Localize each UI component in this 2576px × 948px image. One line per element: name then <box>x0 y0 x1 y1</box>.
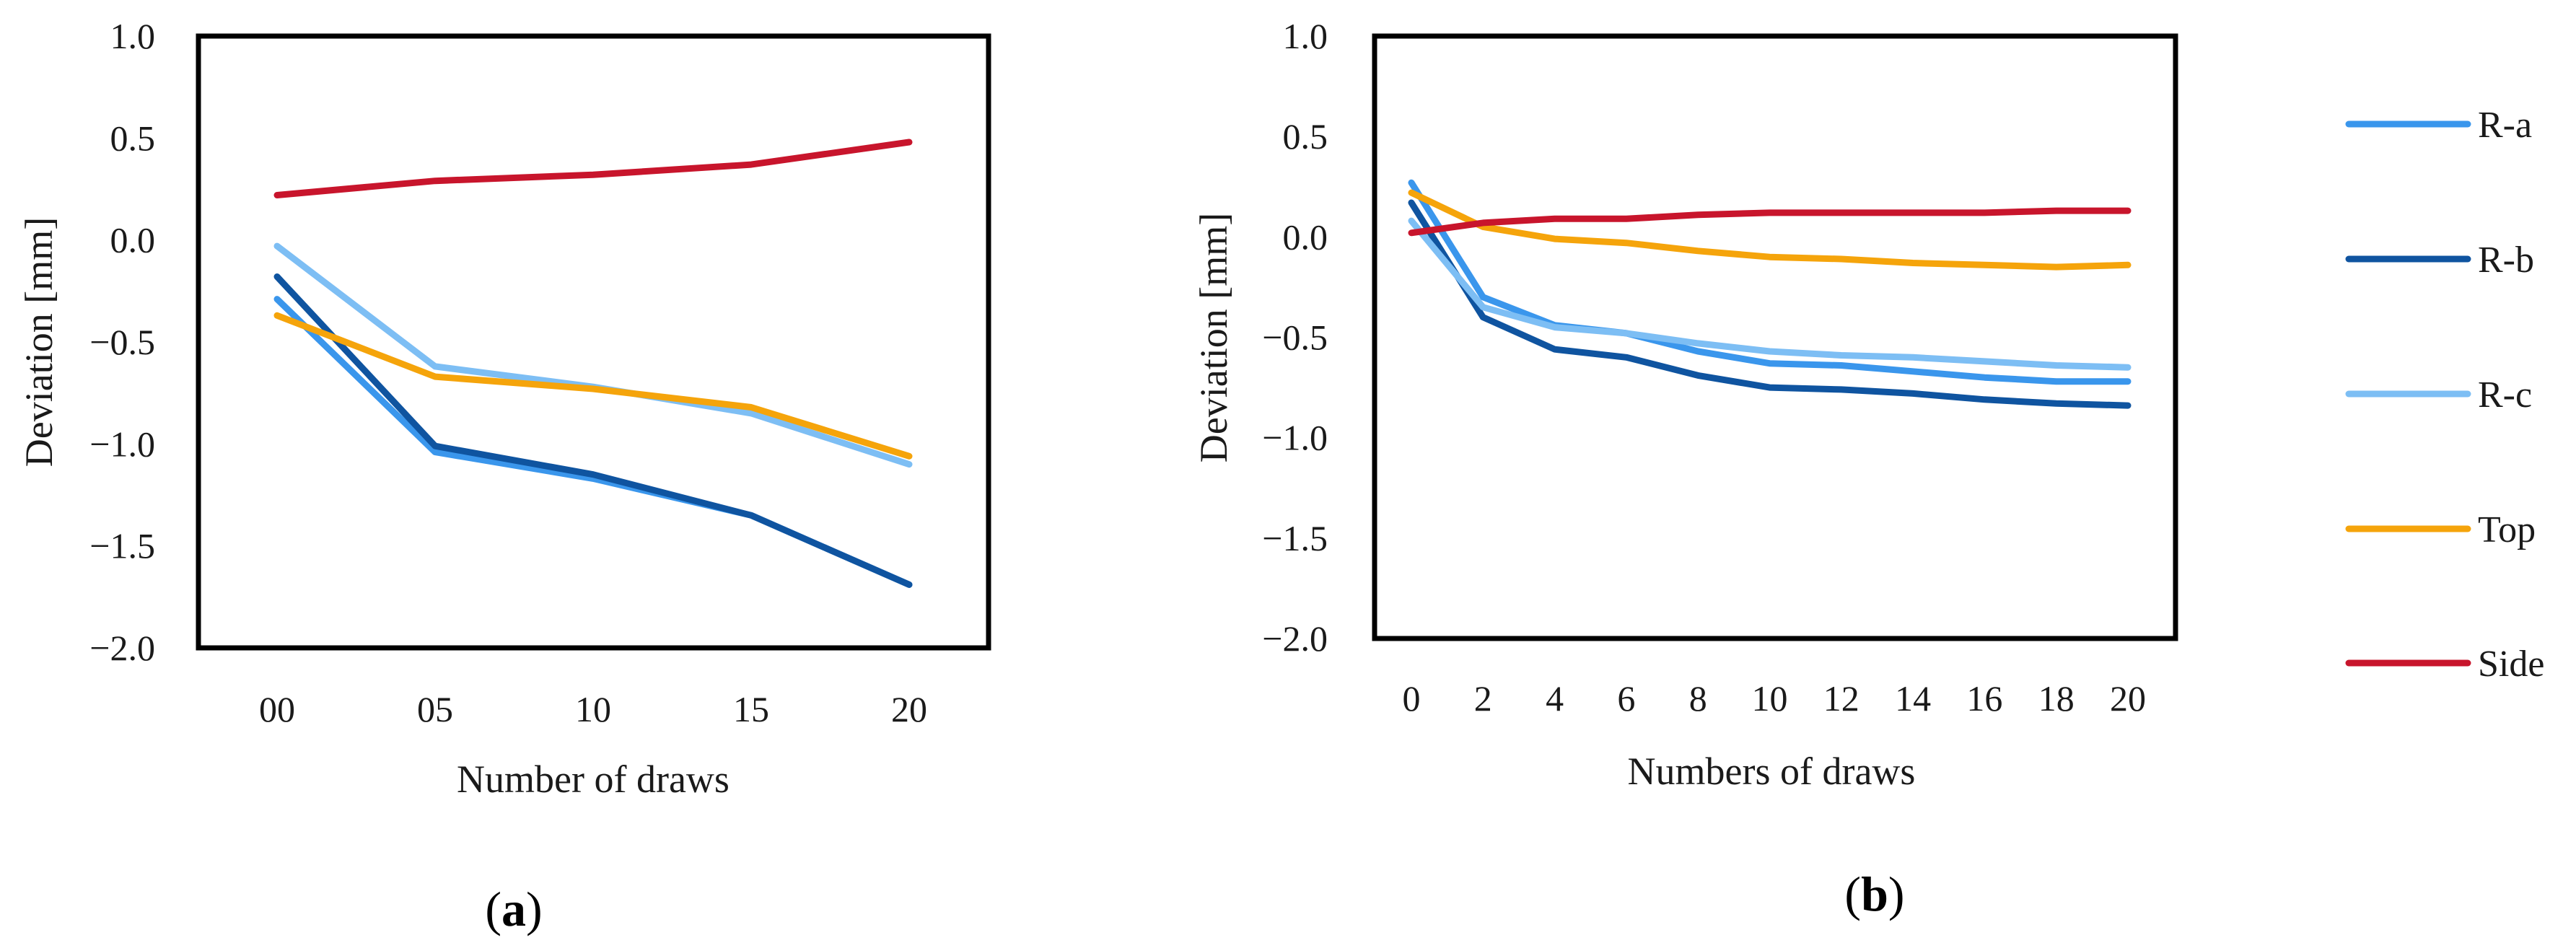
chart-b-x-tick-label: 8 <box>1689 678 1707 719</box>
chart-a-x-tick-label: 20 <box>891 689 927 729</box>
chart-b-y-tick-label: 0.5 <box>1283 116 1328 157</box>
chart-b-series-top <box>1408 189 2132 271</box>
chart-panel-b: 1.0 0.5 0.0 −0.5 −1.0 −1.5 −2.0 0 2 4 6 8 10 12 14 16 1… <box>1192 16 2178 921</box>
chart-a-x-ticks: 00 05 10 15 20 <box>259 689 927 729</box>
chart-a-caption: (a) <box>485 882 542 936</box>
chart-a-series-side <box>273 139 913 198</box>
chart-b-series-layer <box>1408 179 2132 409</box>
chart-a-y-tick-label: 0.5 <box>110 118 156 158</box>
chart-a-series-r-b <box>273 273 913 588</box>
chart-legend: R-a R-b R-c Top Side <box>2345 105 2544 685</box>
legend-item-r-a: R-a <box>2345 105 2532 146</box>
chart-a-x-tick-label: 00 <box>259 689 295 729</box>
chart-b-plot-frame <box>1372 33 2178 641</box>
chart-b-series-r-c <box>1408 217 2132 371</box>
chart-b-x-tick-label: 20 <box>2110 678 2146 719</box>
chart-a-caption-letter: a <box>501 882 526 936</box>
chart-b-y-tick-label: 1.0 <box>1283 16 1328 56</box>
chart-b-x-tick-label: 6 <box>1617 678 1635 719</box>
legend-item-side: Side <box>2345 644 2544 685</box>
chart-b-y-tick-label: 0.0 <box>1283 216 1328 257</box>
chart-a-y-ticks: 1.0 0.5 0.0 −0.5 −1.0 −1.5 −2.0 <box>89 16 155 668</box>
chart-a-x-axis-title: Number of draws <box>457 758 730 801</box>
legend-label-r-c: R-c <box>2478 374 2532 416</box>
chart-b-x-tick-label: 16 <box>1966 678 2002 719</box>
legend-label-top: Top <box>2478 509 2536 550</box>
chart-b-x-tick-label: 14 <box>1895 678 1931 719</box>
chart-b-y-tick-label: −2.0 <box>1262 618 1328 659</box>
chart-b-x-tick-label: 10 <box>1752 678 1788 719</box>
chart-b-y-ticks: 1.0 0.5 0.0 −0.5 −1.0 −1.5 −2.0 <box>1262 16 1328 659</box>
chart-b-caption: (b) <box>1844 866 1904 921</box>
chart-a-series-layer <box>273 139 913 588</box>
chart-b-y-tick-label: −0.5 <box>1262 317 1328 358</box>
chart-a-x-tick-label: 10 <box>575 689 611 729</box>
chart-a-x-tick-label: 05 <box>417 689 453 729</box>
chart-panel-a: 1.0 0.5 0.0 −0.5 −1.0 −1.5 −2.0 00 05 10 15 20 Num… <box>17 16 991 936</box>
chart-b-y-axis-title: Deviation [mm] <box>1192 213 1235 462</box>
chart-b-x-tick-label: 4 <box>1546 678 1564 719</box>
chart-b-y-tick-label: −1.0 <box>1262 418 1328 458</box>
chart-a-y-tick-label: −1.0 <box>89 423 155 464</box>
chart-b-y-tick-label: −1.5 <box>1262 518 1328 558</box>
chart-a-y-tick-label: −1.5 <box>89 526 155 566</box>
chart-a-y-tick-label: 1.0 <box>110 16 156 56</box>
legend-item-r-b: R-b <box>2345 240 2534 281</box>
chart-b-series-r-b <box>1408 199 2132 409</box>
chart-a-series-top <box>273 312 913 460</box>
chart-b-series-side <box>1408 207 2132 237</box>
chart-b-caption-letter: b <box>1861 866 1888 921</box>
chart-b-x-tick-label: 2 <box>1474 678 1492 719</box>
chart-b-x-tick-label: 0 <box>1403 678 1421 719</box>
legend-label-r-a: R-a <box>2478 105 2532 146</box>
legend-item-r-c: R-c <box>2345 374 2532 416</box>
chart-a-x-tick-label: 15 <box>733 689 769 729</box>
chart-b-x-axis-title: Numbers of draws <box>1628 750 1916 793</box>
chart-b-x-ticks: 0 2 4 6 8 10 12 14 16 18 20 <box>1403 678 2147 719</box>
chart-a-plot-frame <box>196 33 991 651</box>
chart-b-series-r-a <box>1408 179 2132 385</box>
chart-b-x-tick-label: 12 <box>1823 678 1859 719</box>
chart-a-y-tick-label: −0.5 <box>89 322 155 362</box>
chart-b-x-tick-label: 18 <box>2038 678 2075 719</box>
legend-label-r-b: R-b <box>2478 240 2534 281</box>
legend-label-side: Side <box>2478 644 2544 685</box>
chart-a-y-tick-label: −2.0 <box>89 628 155 668</box>
legend-item-top: Top <box>2345 509 2536 550</box>
chart-a-y-tick-label: 0.0 <box>110 220 156 260</box>
chart-a-y-axis-title: Deviation [mm] <box>17 217 61 467</box>
